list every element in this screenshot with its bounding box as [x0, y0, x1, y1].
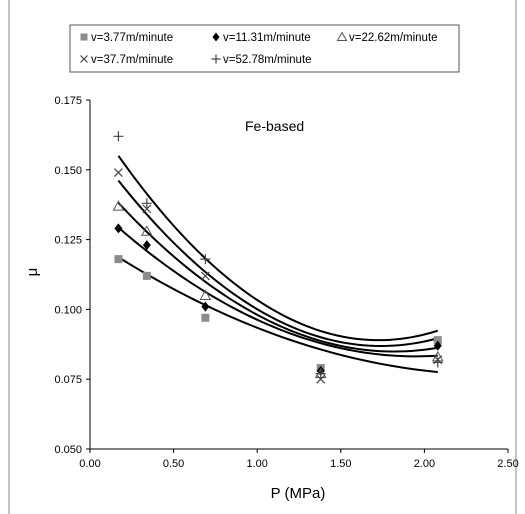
legend-marker	[212, 32, 220, 42]
data-point	[140, 225, 153, 236]
fit-curve-1	[117, 256, 438, 373]
legend-entry-1: v=3.77m/minute	[80, 32, 173, 44]
y-tick-label: 0.075	[54, 374, 82, 386]
chart-annotation: Fe-based	[245, 118, 304, 134]
fit-curve-5	[117, 155, 439, 342]
y-tick-label: 0.100	[54, 304, 82, 316]
x-tick-label: 1.50	[330, 458, 351, 470]
y-tick-label: 0.175	[54, 95, 82, 107]
data-point	[114, 223, 123, 234]
y-tick-label: 0.150	[54, 165, 82, 177]
legend-marker	[80, 33, 88, 41]
x-tick-label: 2.00	[414, 458, 435, 470]
data-point	[112, 200, 125, 211]
data-point	[432, 357, 443, 368]
legend-entry-5: v=52.78m/minute	[211, 54, 312, 66]
legend-marker	[336, 31, 348, 41]
x-axis-ticks: 0.00 0.50 1.00 1.50 2.00 2.50	[79, 449, 519, 470]
data-point	[201, 301, 210, 312]
fit-curve-2	[117, 226, 438, 358]
fit-curve-3	[117, 202, 438, 353]
x-tick-label: 0.00	[79, 458, 100, 470]
y-axis-ticks: 0.050 0.075 0.100 0.125 0.150 0.175	[54, 95, 90, 456]
legend-marker	[80, 55, 88, 63]
legend-label: v=11.31m/minute	[223, 32, 311, 44]
x-tick-label: 1.00	[246, 458, 267, 470]
data-point	[201, 313, 210, 322]
legend-marker	[211, 54, 221, 64]
legend: v=3.77m/minute v=11.31m/minute v=22.62m/mi…	[69, 24, 460, 73]
data-point	[199, 289, 212, 300]
data-point	[113, 168, 123, 178]
fit-curves	[117, 155, 439, 373]
x-tick-label: 2.50	[497, 458, 518, 470]
legend-label: v=52.78m/minute	[223, 54, 312, 66]
y-axis-label: μ	[24, 268, 41, 277]
data-point	[315, 368, 326, 379]
series-5-points	[113, 131, 443, 379]
data-point	[114, 255, 123, 264]
y-tick-label: 0.125	[54, 235, 82, 247]
data-point	[142, 204, 152, 214]
plot-area: 0.00 0.50 1.00 1.50 2.00 2.50 0.050 0.075 0.100…	[54, 95, 518, 470]
data-points	[112, 131, 444, 384]
legend-entry-3: v=22.62m/minute	[336, 31, 438, 44]
data-point	[142, 271, 151, 280]
data-point	[433, 340, 442, 351]
legend-label: v=3.77m/minute	[91, 32, 173, 44]
data-point	[316, 374, 326, 384]
data-point	[433, 336, 442, 345]
data-point	[200, 254, 211, 265]
legend-label: v=37.7m/minute	[91, 54, 173, 66]
y-tick-label: 0.050	[54, 444, 82, 456]
legend-box	[69, 24, 460, 73]
data-point	[141, 198, 152, 209]
data-point	[142, 240, 151, 251]
legend-entry-4: v=37.7m/minute	[80, 54, 173, 66]
legend-label: v=22.62m/minute	[349, 32, 438, 44]
legend-entry-2: v=11.31m/minute	[212, 32, 311, 44]
x-tick-label: 0.50	[163, 458, 184, 470]
x-axis-label: P (MPa)	[271, 485, 326, 502]
fit-curve-4	[117, 179, 439, 347]
data-point	[113, 131, 124, 142]
data-point	[200, 271, 210, 281]
